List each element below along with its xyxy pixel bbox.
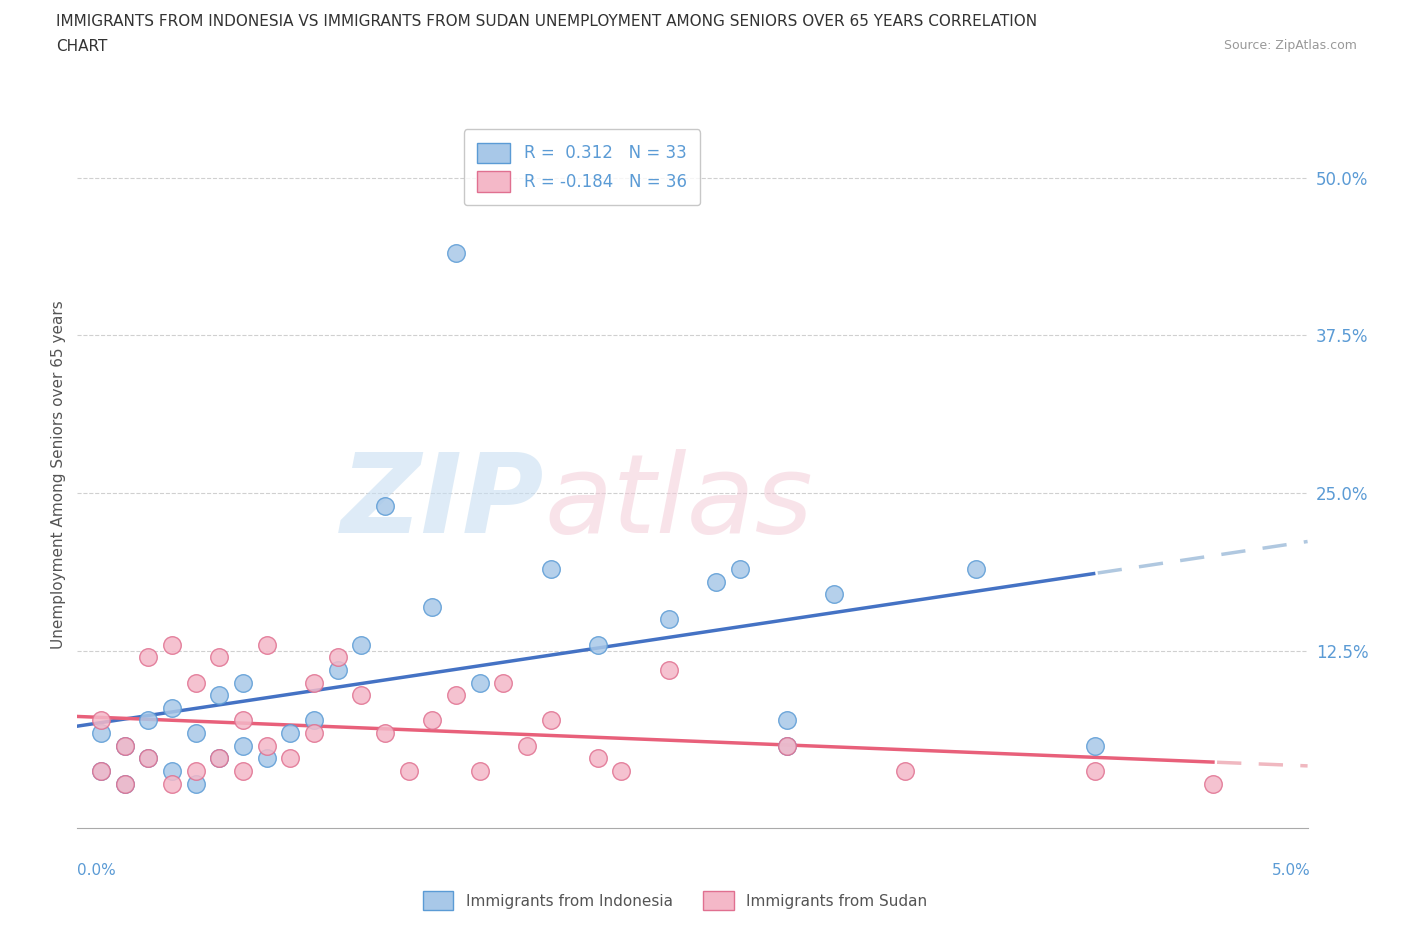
Point — [374, 498, 396, 513]
Point — [256, 738, 278, 753]
Point — [184, 725, 207, 740]
Point — [586, 751, 609, 765]
Text: 0.0%: 0.0% — [77, 863, 117, 878]
Point — [398, 764, 420, 778]
Point — [90, 764, 112, 778]
Text: IMMIGRANTS FROM INDONESIA VS IMMIGRANTS FROM SUDAN UNEMPLOYMENT AMONG SENIORS OV: IMMIGRANTS FROM INDONESIA VS IMMIGRANTS … — [56, 14, 1038, 29]
Point — [776, 738, 799, 753]
Point — [350, 637, 373, 652]
Point — [823, 587, 845, 602]
Point — [516, 738, 538, 753]
Point — [114, 738, 136, 753]
Point — [208, 688, 231, 703]
Point — [160, 700, 183, 715]
Point — [894, 764, 917, 778]
Point — [114, 738, 136, 753]
Point — [90, 764, 112, 778]
Point — [90, 713, 112, 728]
Point — [374, 725, 396, 740]
Point — [658, 612, 681, 627]
Text: 5.0%: 5.0% — [1271, 863, 1310, 878]
Point — [1202, 776, 1225, 790]
Point — [136, 751, 159, 765]
Point — [208, 650, 231, 665]
Point — [326, 650, 349, 665]
Point — [540, 713, 562, 728]
Point — [728, 562, 751, 577]
Point — [278, 725, 301, 740]
Text: ZIP: ZIP — [342, 449, 546, 556]
Y-axis label: Unemployment Among Seniors over 65 years: Unemployment Among Seniors over 65 years — [51, 300, 66, 649]
Point — [540, 562, 562, 577]
Point — [420, 713, 443, 728]
Point — [444, 246, 467, 260]
Point — [302, 725, 325, 740]
Point — [232, 738, 254, 753]
Point — [160, 764, 183, 778]
Point — [468, 675, 491, 690]
Point — [704, 574, 727, 589]
Point — [326, 662, 349, 677]
Point — [350, 688, 373, 703]
Point — [208, 751, 231, 765]
Point — [114, 776, 136, 790]
Point — [232, 764, 254, 778]
Point — [302, 713, 325, 728]
Point — [160, 637, 183, 652]
Point — [302, 675, 325, 690]
Text: Source: ZipAtlas.com: Source: ZipAtlas.com — [1223, 39, 1357, 52]
Point — [90, 725, 112, 740]
Point — [114, 776, 136, 790]
Point — [658, 662, 681, 677]
Point — [1084, 764, 1107, 778]
Point — [610, 764, 633, 778]
Point — [208, 751, 231, 765]
Legend: R =  0.312   N = 33, R = -0.184   N = 36: R = 0.312 N = 33, R = -0.184 N = 36 — [464, 129, 700, 205]
Point — [256, 637, 278, 652]
Point — [1084, 738, 1107, 753]
Point — [232, 713, 254, 728]
Point — [136, 713, 159, 728]
Point — [776, 713, 799, 728]
Point — [444, 688, 467, 703]
Point — [965, 562, 987, 577]
Point — [420, 600, 443, 615]
Point — [184, 764, 207, 778]
Text: CHART: CHART — [56, 39, 108, 54]
Point — [160, 776, 183, 790]
Legend: Immigrants from Indonesia, Immigrants from Sudan: Immigrants from Indonesia, Immigrants fr… — [415, 884, 935, 918]
Point — [278, 751, 301, 765]
Point — [492, 675, 515, 690]
Point — [468, 764, 491, 778]
Point — [136, 650, 159, 665]
Point — [184, 675, 207, 690]
Point — [232, 675, 254, 690]
Point — [256, 751, 278, 765]
Point — [776, 738, 799, 753]
Text: atlas: atlas — [546, 449, 814, 556]
Point — [586, 637, 609, 652]
Point — [184, 776, 207, 790]
Point — [136, 751, 159, 765]
